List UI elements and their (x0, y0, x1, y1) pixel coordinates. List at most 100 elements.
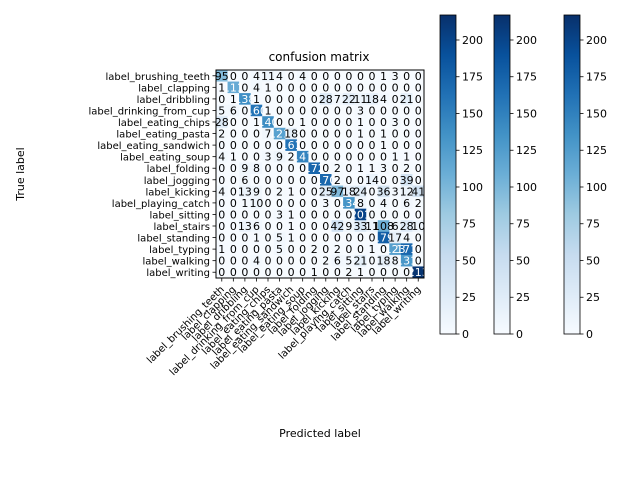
matrix-cell (343, 150, 355, 163)
cell-value: 0 (241, 243, 248, 256)
cell-value: 0 (322, 128, 329, 141)
cell-value: 0 (345, 232, 352, 245)
matrix-cell (389, 231, 402, 244)
matrix-cell (366, 208, 379, 221)
matrix-cell (412, 266, 425, 279)
matrix-cell (262, 208, 275, 221)
cell-value: 1 (288, 208, 295, 221)
matrix-cell (239, 70, 251, 82)
matrix-cell (216, 220, 228, 233)
matrix-cell (343, 104, 355, 117)
matrix-cell (308, 93, 321, 105)
matrix-cell (239, 81, 251, 94)
cell-value: 0 (369, 139, 376, 152)
cell-value: 17 (388, 232, 402, 245)
colorbar-gradient (493, 14, 511, 335)
y-tick-label: label_clapping (138, 83, 210, 94)
matrix-cell (320, 231, 332, 244)
matrix-cell (227, 231, 240, 244)
matrix-cell (285, 254, 298, 267)
matrix-cell (331, 266, 344, 279)
matrix-cell (296, 266, 309, 279)
cell-value: 0 (322, 81, 329, 94)
cell-value: 0 (230, 220, 237, 233)
matrix-cell (227, 243, 240, 256)
matrix-cell (331, 174, 344, 186)
y-tick-label: label_standing (137, 234, 210, 245)
cell-value: 0 (230, 243, 237, 256)
matrix-cell (377, 174, 390, 186)
cell-value: 0 (415, 208, 422, 221)
matrix-cell (216, 116, 228, 129)
cell-value: 0 (345, 104, 352, 117)
cell-value: 123 (385, 243, 406, 256)
matrix-cell (412, 127, 425, 140)
matrix-cell (308, 81, 321, 94)
matrix-cell (250, 127, 263, 140)
cell-value: 0 (322, 139, 329, 152)
cell-value: 0 (345, 81, 352, 94)
cell-value: 0 (369, 232, 376, 245)
colorbar-tick-label: 75 (516, 218, 530, 231)
cell-value: 0 (311, 104, 318, 117)
cell-value: 0 (311, 255, 318, 268)
matrix-cell (331, 231, 344, 244)
colorbar: 0 25 50 75 100 125 150 175 200 (493, 14, 537, 341)
matrix-cell (320, 81, 332, 94)
matrix-cell (273, 254, 286, 267)
matrix-cell (354, 116, 367, 129)
cell-value: 0 (369, 266, 376, 279)
cell-value: 1 (230, 93, 237, 106)
cell-value: 172 (304, 162, 325, 175)
matrix-cell (412, 208, 425, 221)
matrix-cell (262, 197, 275, 209)
matrix-cell (320, 104, 332, 117)
cell-value: 0 (241, 81, 248, 94)
cell-value: 0 (299, 139, 306, 152)
cell-value: 0 (345, 151, 352, 164)
cell-value: 0 (241, 151, 248, 164)
cell-value: 0 (334, 197, 341, 210)
matrix-cell (250, 266, 263, 279)
matrix-cell (216, 208, 228, 221)
cell-value: 0 (276, 81, 283, 94)
matrix-cell (250, 116, 263, 129)
matrix-cell (343, 231, 355, 244)
matrix-cell (250, 70, 263, 82)
matrix-cell (343, 254, 355, 267)
colorbar-tick-label: 125 (516, 144, 537, 157)
matrix-cell (400, 104, 413, 117)
cell-value: 108 (373, 220, 394, 233)
cell-value: 0 (265, 197, 272, 210)
matrix-cell (377, 266, 390, 279)
matrix-cell (320, 139, 332, 152)
matrix-cell (366, 231, 379, 244)
matrix-cell (400, 220, 413, 233)
cell-value: 6 (241, 174, 248, 187)
matrix-cell (285, 127, 298, 140)
matrix-cell (389, 116, 402, 129)
cell-value: 160 (246, 104, 267, 117)
matrix-cell (227, 127, 240, 140)
matrix-cell (273, 208, 286, 221)
cell-value: 0 (265, 208, 272, 221)
cell-value: 14 (365, 174, 379, 187)
cell-value: 2 (276, 185, 283, 198)
cell-value: 0 (369, 255, 376, 268)
matrix-cell (239, 208, 251, 221)
matrix-cell (296, 139, 309, 152)
matrix-cell (273, 116, 286, 129)
cell-value: 0 (288, 255, 295, 268)
y-tick-label: label_drinking_from_cup (89, 106, 210, 117)
matrix-cell (412, 174, 425, 186)
cell-value: 0 (415, 93, 422, 106)
matrix-cell (354, 81, 367, 94)
chart-title: confusion matrix (269, 50, 370, 64)
cell-value: 0 (380, 104, 387, 117)
matrix-cell (227, 162, 240, 175)
cell-value: 0 (265, 255, 272, 268)
matrix-cell (296, 93, 309, 105)
cell-value: 3 (265, 151, 272, 164)
cell-value: 2 (288, 151, 295, 164)
